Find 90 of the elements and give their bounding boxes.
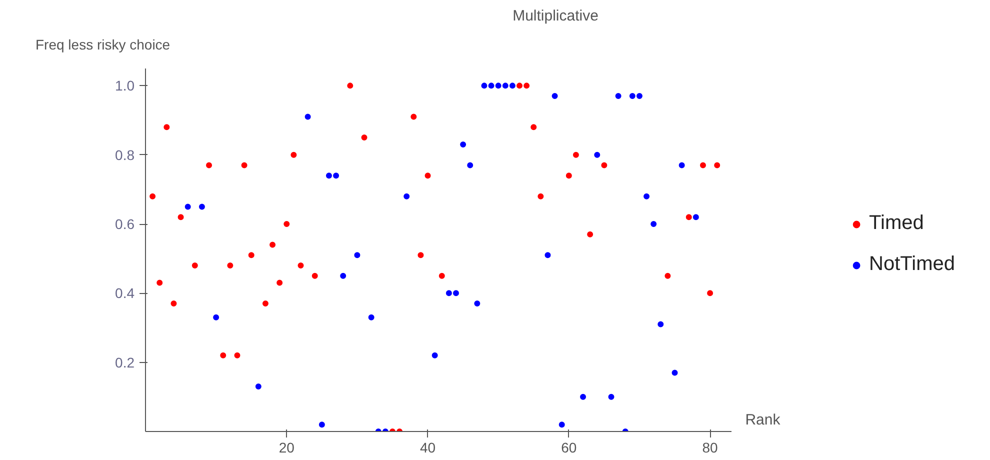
point: [326, 172, 332, 179]
legend-label: NotTimed: [869, 253, 955, 276]
point: [572, 152, 579, 158]
point: [707, 290, 714, 296]
y-tick-label: 0.6: [115, 216, 135, 232]
point: [566, 172, 572, 179]
point: [552, 93, 558, 100]
y-tick-label: 0.2: [115, 354, 135, 370]
legend-label: Timed: [869, 212, 924, 235]
point: [312, 272, 318, 279]
point: [220, 352, 226, 358]
point: [538, 193, 544, 200]
point: [333, 172, 340, 179]
point: [424, 172, 431, 179]
y-axis-title: Freq less risky choice: [36, 36, 170, 52]
x-tick-label: 80: [702, 440, 718, 456]
point: [672, 370, 678, 376]
point: [184, 204, 191, 210]
point: [178, 214, 184, 220]
point: [700, 162, 706, 168]
point: [432, 352, 438, 358]
point: [650, 221, 657, 228]
point: [446, 290, 452, 296]
point: [404, 193, 410, 200]
point: [686, 214, 692, 220]
point: [255, 384, 262, 390]
point: [418, 252, 424, 258]
point: [608, 394, 614, 400]
x-tick-label: 40: [420, 440, 436, 456]
y-tick-label: 0.4: [115, 285, 135, 302]
point: [587, 231, 594, 238]
point: [170, 300, 177, 307]
x-tick-label: 20: [278, 440, 295, 456]
point: [580, 394, 586, 400]
point: [164, 124, 170, 130]
point: [262, 300, 268, 307]
y-tick-label: 1.0: [115, 78, 135, 94]
point: [460, 141, 466, 148]
point: [298, 262, 304, 269]
point: [156, 280, 163, 286]
point: [658, 321, 664, 328]
point: [347, 82, 354, 89]
point: [410, 114, 417, 120]
point: [304, 114, 311, 120]
point: [192, 262, 198, 269]
point: [644, 193, 650, 200]
point: [270, 242, 276, 248]
point: [234, 352, 240, 358]
point: [290, 152, 297, 158]
point: [361, 134, 368, 141]
point: [241, 162, 248, 168]
x-axis-title: Rank: [745, 412, 781, 428]
point: [629, 93, 636, 100]
point: [544, 252, 551, 258]
point: [438, 272, 445, 279]
point: [678, 162, 685, 168]
point: [509, 82, 516, 89]
point: [474, 300, 480, 307]
x-tick-label: 60: [561, 440, 577, 456]
point: [636, 93, 642, 100]
point: [495, 82, 502, 89]
point: [714, 162, 720, 168]
point: [601, 162, 608, 168]
point: [692, 214, 699, 220]
point: [516, 82, 523, 89]
chart-title: Multiplicative: [512, 8, 598, 24]
point: [467, 162, 474, 168]
point: [150, 193, 156, 200]
point: [276, 280, 283, 286]
point: [340, 272, 346, 279]
point: [213, 314, 220, 320]
point: [206, 162, 212, 168]
point: [481, 82, 488, 89]
point: [318, 422, 325, 428]
point: [664, 272, 671, 279]
point: [248, 252, 254, 258]
point: [488, 82, 494, 89]
point: [524, 82, 530, 89]
point: [453, 290, 459, 296]
point: [502, 82, 508, 89]
point: [198, 204, 205, 210]
point: [594, 152, 600, 158]
point: [227, 262, 234, 269]
point: [558, 422, 565, 428]
point: [284, 221, 290, 228]
point: [530, 124, 537, 130]
point: [615, 93, 622, 100]
point: [354, 252, 360, 258]
y-tick-label: 0.8: [115, 146, 135, 163]
point: [368, 314, 374, 320]
